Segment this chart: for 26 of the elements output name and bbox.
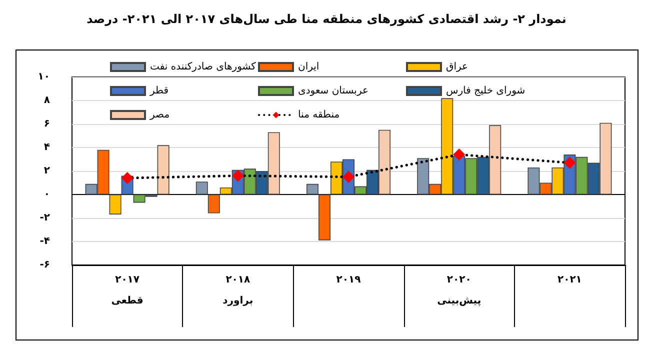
x-tick-label: ۲۰۱۹ [336,274,361,286]
legend-label: شورای خلیج فارس [446,86,526,96]
y-tick-label: -۴ [40,236,50,247]
x-tick-label: ۲۰۲۰ [446,274,472,286]
y-tick-label: ۲ [44,166,50,176]
x-tick-label: ۲۰۱۸ [226,274,250,286]
y-tick-label: ۴ [44,142,50,153]
legend-label: قطر [149,86,169,96]
text: پیش‌بینی [437,296,482,306]
legend-label: منطقه منا [298,110,340,120]
text: براورد [222,296,254,306]
legend-label: عراق [446,62,468,72]
y-tick-label: ۰ [44,189,50,200]
legend-label: ایران [298,62,320,72]
x-tick-label: ۲۰۲۱ [557,274,582,286]
legend-label: عربستان سعودی [298,86,368,96]
y-tick-label: ۱۰ [38,72,50,82]
y-tick-label: ۶ [44,118,50,130]
chart-title: نمودار ۲- رشد اقتصادی کشورهای منطقه منا طی سال‌های ۲۰۱۷ الی ۲۰۲۱- درصد [86,12,566,26]
x-tick-label: ۲۰۱۷ [115,274,140,286]
y-tick-label: -۲ [40,212,50,224]
legend-label: کشورهای صادرکننده نفت [150,62,256,72]
text: قطعی [111,296,144,306]
y-tick-label: ۸ [44,95,50,106]
y-tick-label: -۶ [40,260,50,270]
legend-label: مصر [149,110,170,120]
